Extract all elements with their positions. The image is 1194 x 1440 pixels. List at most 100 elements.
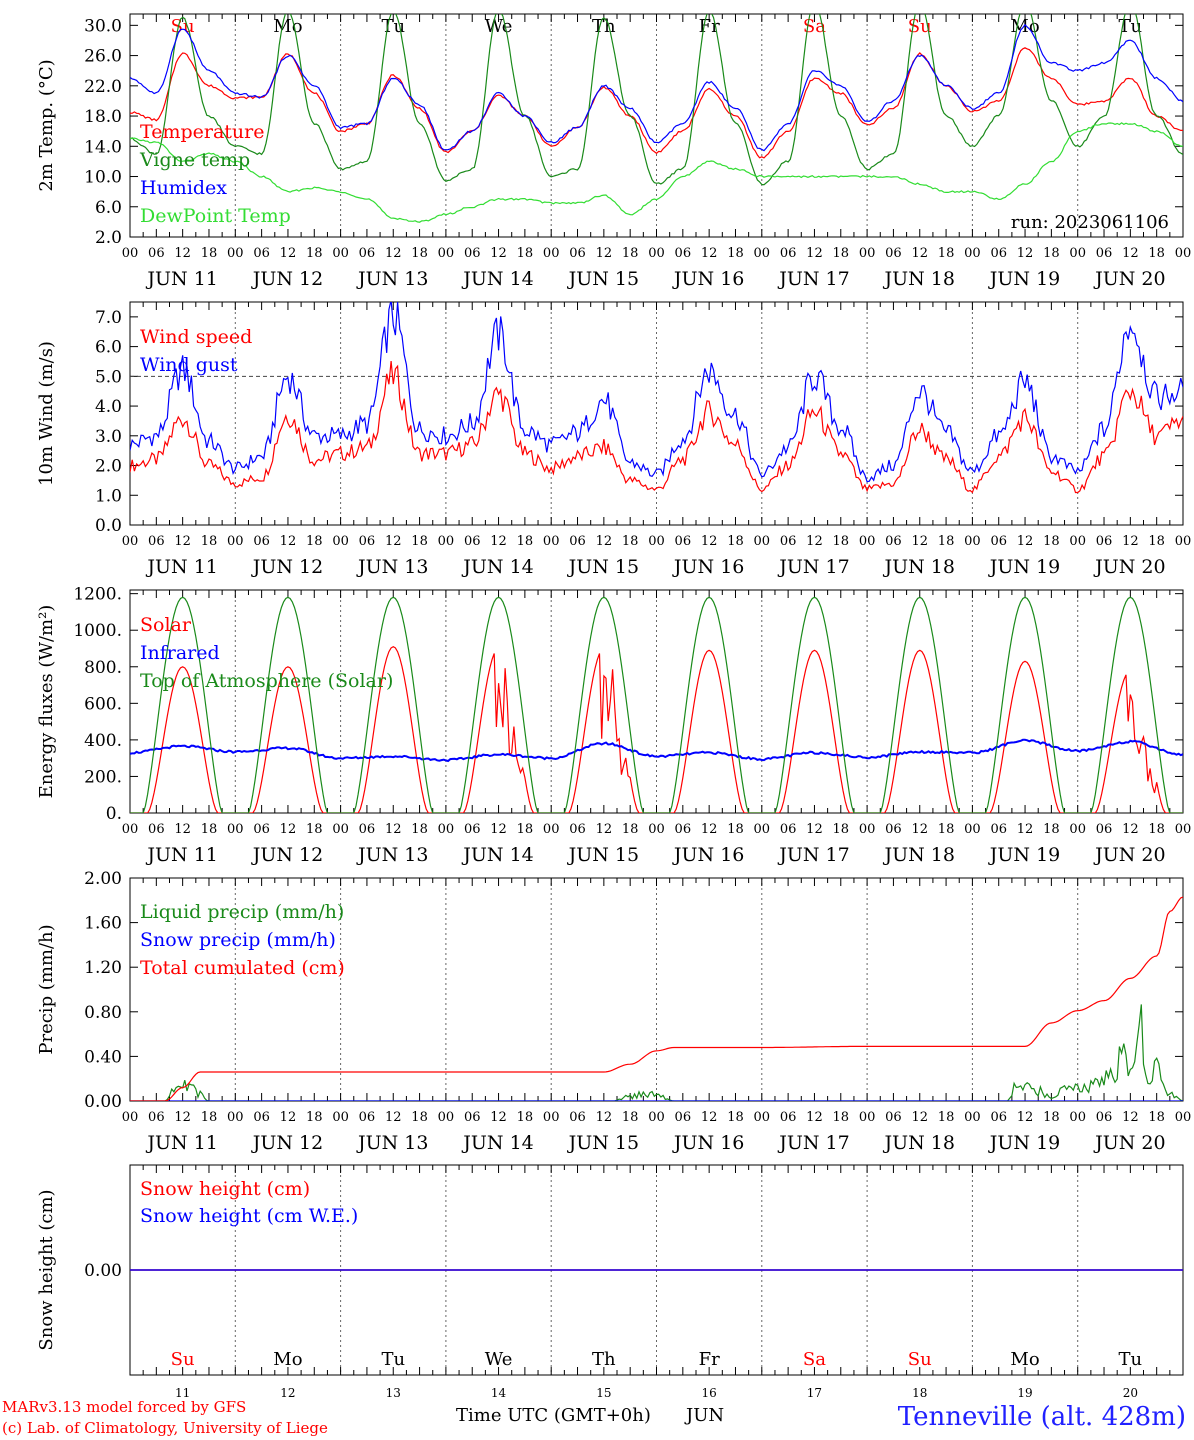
hour-tick-label: 12	[1017, 246, 1034, 261]
date-label: JUN 16	[672, 556, 744, 578]
hour-tick-label: 18	[938, 534, 955, 549]
hour-tick-label: 12	[490, 246, 507, 261]
y-tick-label: 0.40	[84, 1047, 122, 1067]
y-tick-label: 14.0	[84, 137, 122, 157]
date-label: JUN 20	[1093, 268, 1165, 290]
date-label: JUN 15	[567, 1132, 639, 1154]
hour-tick-label: 12	[280, 534, 297, 549]
hour-tick-label: 06	[569, 822, 586, 837]
y-tick-label: 10.0	[84, 168, 122, 188]
panel-energy: 0. 200. 400. 600. 800. 1000. 1200. Energy fluxe…	[36, 585, 1191, 866]
legend-entry: Humidex	[140, 177, 227, 199]
hour-tick-label: 06	[990, 822, 1007, 837]
hour-tick-label: 18	[201, 1110, 218, 1125]
date-label: JUN 15	[567, 268, 639, 290]
hour-tick-label: 00	[122, 534, 139, 549]
hour-tick-label: 06	[675, 534, 692, 549]
hour-tick-label: 00	[1175, 822, 1192, 837]
hour-tick-label: 00	[1069, 822, 1086, 837]
hour-tick-label: 06	[990, 246, 1007, 261]
hour-tick-label: 06	[464, 822, 481, 837]
hour-tick-label: 12	[701, 1110, 718, 1125]
hour-tick-label: 18	[411, 1110, 428, 1125]
hour-tick-label: 00	[648, 534, 665, 549]
series-dewpoint-temp	[130, 122, 1183, 223]
date-label: JUN 17	[777, 844, 849, 866]
hour-tick-label: 00	[754, 1110, 771, 1125]
hour-tick-label: 00	[964, 822, 981, 837]
series-solar	[130, 646, 1183, 813]
date-label: JUN 18	[883, 1132, 955, 1154]
hour-tick-label: 00	[1069, 1110, 1086, 1125]
hour-tick-label: 00	[332, 534, 349, 549]
hour-tick-label: 06	[148, 1110, 165, 1125]
hour-tick-label: 12	[806, 1110, 823, 1125]
panel-snow: 0.00 Snow height (cm) Su Mo Tu We Th Fr Sa Su Mo Tu…	[36, 1164, 1184, 1400]
y-tick-label: 22.0	[84, 77, 122, 97]
y-tick-label: 0.00	[84, 1092, 122, 1112]
legend-entry: Solar	[140, 614, 192, 636]
weekday-label: Tu	[1119, 1349, 1143, 1370]
hour-tick-label: 12	[596, 1110, 613, 1125]
hour-tick-label: 00	[859, 1110, 876, 1125]
date-label: JUN 19	[988, 844, 1060, 866]
hour-tick-label: 06	[780, 1110, 797, 1125]
hour-tick-label: 12	[911, 246, 928, 261]
day-number-label: 16	[702, 1386, 717, 1400]
hour-tick-label: 06	[253, 1110, 270, 1125]
date-label: JUN 15	[567, 556, 639, 578]
date-label: JUN 17	[777, 556, 849, 578]
hour-tick-label: 18	[727, 1110, 744, 1125]
hour-tick-label: 18	[517, 822, 534, 837]
hour-tick-label: 18	[622, 534, 639, 549]
date-label: JUN 14	[461, 844, 533, 866]
hour-tick-label: 06	[464, 1110, 481, 1125]
y-axis-label: Precip (mm/h)	[36, 924, 57, 1054]
hour-tick-label: 00	[964, 1110, 981, 1125]
hour-tick-label: 18	[306, 1110, 323, 1125]
hour-tick-label: 12	[1017, 822, 1034, 837]
y-tick-label: 7.0	[95, 308, 122, 328]
hour-tick-label: 12	[806, 246, 823, 261]
hour-tick-label: 12	[806, 822, 823, 837]
hour-tick-label: 12	[174, 822, 191, 837]
hour-tick-label: 06	[253, 822, 270, 837]
hour-tick-label: 06	[780, 246, 797, 261]
hour-tick-label: 12	[174, 534, 191, 549]
hour-tick-label: 18	[833, 1110, 850, 1125]
hour-tick-label: 12	[806, 534, 823, 549]
model-credit: MARv3.13 model forced by GFS	[2, 1398, 247, 1416]
hour-tick-label: 00	[754, 822, 771, 837]
hour-tick-label: 12	[490, 534, 507, 549]
hour-tick-label: 12	[280, 246, 297, 261]
legend-entry: Snow height (cm W.E.)	[140, 1205, 358, 1227]
date-label: JUN 19	[988, 556, 1060, 578]
hour-tick-label: 00	[964, 246, 981, 261]
legend-entry: Infrared	[140, 642, 220, 664]
hour-tick-label: 06	[990, 1110, 1007, 1125]
hour-tick-label: 12	[490, 1110, 507, 1125]
y-tick-label: 400.	[84, 731, 122, 751]
hour-tick-label: 18	[727, 534, 744, 549]
hour-tick-label: 06	[675, 246, 692, 261]
hour-tick-label: 12	[701, 822, 718, 837]
day-number-label: 19	[1017, 1386, 1032, 1400]
legend-entry: DewPoint Temp	[140, 205, 291, 227]
y-tick-label: 1200.	[73, 585, 122, 605]
panel-wind: 0.0 1.0 2.0 3.0 4.0 5.0 6.0 7.0 10m Wind (m/s) 00…	[36, 301, 1191, 578]
hour-tick-label: 00	[543, 534, 560, 549]
hour-tick-label: 06	[148, 822, 165, 837]
hour-tick-label: 00	[227, 534, 244, 549]
weekday-label: Su	[908, 1349, 932, 1370]
hour-tick-label: 18	[201, 534, 218, 549]
hour-tick-label: 18	[622, 246, 639, 261]
hour-tick-label: 18	[411, 534, 428, 549]
y-tick-label: 3.0	[95, 427, 122, 447]
hour-tick-label: 00	[1175, 1110, 1192, 1125]
weekday-label: We	[485, 16, 513, 37]
hour-tick-label: 00	[227, 246, 244, 261]
legend-entry: Top of Atmosphere (Solar)	[140, 670, 393, 692]
y-tick-label: 1.60	[84, 914, 122, 934]
weekday-label: Mo	[273, 16, 302, 37]
hour-tick-label: 18	[517, 534, 534, 549]
